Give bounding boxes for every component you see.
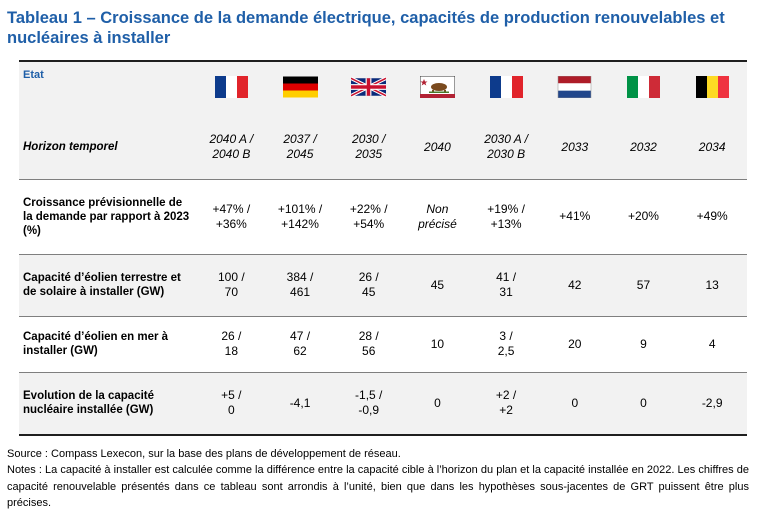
table-cell: 42: [540, 254, 610, 317]
table-cell: 47 /62: [265, 316, 335, 373]
table-cell: 41 /31: [471, 254, 541, 317]
table-cell: 26 /18: [197, 316, 266, 373]
table-cell: +49%: [677, 179, 747, 255]
row-label: Croissance prévisionnelle de la demande …: [19, 179, 197, 255]
table-cell: 13: [677, 254, 747, 317]
table-cell: 0: [609, 372, 678, 436]
row-label: Capacité d’éolien terrestre et de solair…: [19, 254, 197, 317]
table-cell: 2032: [609, 116, 678, 180]
table-cell: -4,1: [265, 372, 335, 436]
table-cell: +2 /+2: [471, 372, 541, 436]
comparison-table: Etat: [19, 60, 747, 436]
table-cell: +20%: [609, 179, 678, 255]
table-cell: 2030 A /2030 B: [471, 116, 541, 180]
table-cell: 20: [540, 316, 610, 373]
table-cell: 0: [403, 372, 472, 436]
table-row: Capacité d’éolien terrestre et de solair…: [19, 254, 747, 317]
table-cell: 2040: [403, 116, 472, 180]
flag-italy-icon: [626, 76, 661, 98]
table-cell: +41%: [540, 179, 610, 255]
table-cell: 100 /70: [197, 254, 266, 317]
table-cell: -2,9: [677, 372, 747, 436]
notes-text: Notes : La capacité à installer est calc…: [7, 464, 749, 510]
corner-label: Etat: [19, 60, 197, 116]
table-row: Evolution de la capacité nucléaire insta…: [19, 372, 747, 436]
table-row: Croissance prévisionnelle de la demande …: [19, 179, 747, 255]
flag-germany-icon: [282, 76, 318, 98]
row-label: Evolution de la capacité nucléaire insta…: [19, 372, 197, 436]
table-cell: 9: [609, 316, 678, 373]
table-cell: 2033: [540, 116, 610, 180]
table-title: Tableau 1 – Croissance de la demande éle…: [7, 9, 725, 47]
table-cell: +5 /0: [197, 372, 266, 436]
flag-united-kingdom-icon: [351, 76, 387, 98]
table-header-row: Etat: [19, 60, 747, 116]
table-cell: 2037 /2045: [265, 116, 335, 180]
flag-netherlands-icon: [557, 76, 592, 98]
table-cell: +101% / +142%: [265, 179, 335, 255]
flag-belgium-icon: [695, 76, 730, 98]
table-cell: 3 /2,5: [471, 316, 541, 373]
table-cell: +19% / +13%: [471, 179, 541, 255]
table-cell: 2034: [677, 116, 747, 180]
table-cell: 4: [677, 316, 747, 373]
table-cell: 26 /45: [334, 254, 404, 317]
table-cell: +22% / +54%: [334, 179, 404, 255]
table-cell: 57: [609, 254, 678, 317]
table-row: Horizon temporel 2040 A /2040 B 2037 /20…: [19, 116, 747, 180]
table-cell: 2030 /2035: [334, 116, 404, 180]
source-note: Source : Compass Lexecon, sur la base de…: [7, 448, 401, 460]
table-cell: 10: [403, 316, 472, 373]
row-label: Capacité d’éolien en mer à installer (GW…: [19, 316, 197, 373]
footnotes: Source : Compass Lexecon, sur la base de…: [7, 446, 749, 512]
flag-france-icon: [489, 76, 524, 98]
table-cell: 28 /56: [334, 316, 404, 373]
table-cell: -1,5 /-0,9: [334, 372, 404, 436]
table-cell: 384 /461: [265, 254, 335, 317]
table-cell: 45: [403, 254, 472, 317]
flag-california-icon: [419, 76, 455, 98]
table-cell: Non précisé: [403, 179, 472, 255]
table-cell: 2040 A /2040 B: [197, 116, 266, 180]
flag-france-icon: [214, 76, 249, 98]
row-label: Horizon temporel: [19, 116, 197, 180]
table-cell: +47% / +36%: [197, 179, 266, 255]
table-row: Capacité d’éolien en mer à installer (GW…: [19, 316, 747, 373]
table-cell: 0: [540, 372, 610, 436]
